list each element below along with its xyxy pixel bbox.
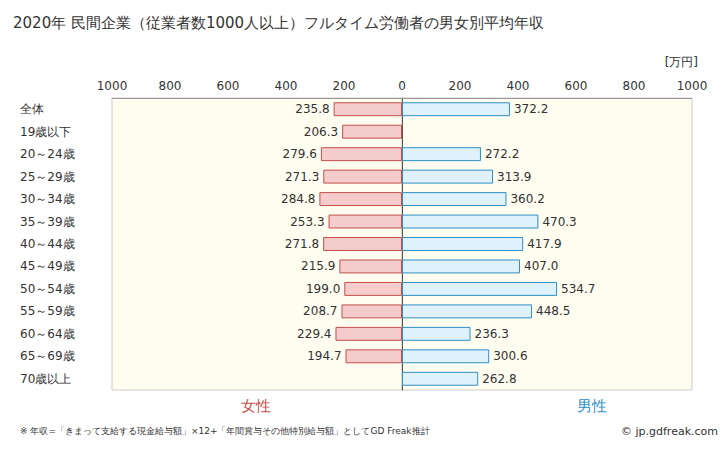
svg-text:360.2: 360.2: [510, 192, 544, 206]
svg-text:1000: 1000: [97, 79, 128, 93]
svg-text:448.5: 448.5: [536, 304, 570, 318]
svg-text:534.7: 534.7: [561, 282, 595, 296]
svg-text:30～34歳: 30～34歳: [20, 192, 75, 206]
svg-text:※ 年収=「きまって支給する現金給与額」×12+「年間賞与そ: ※ 年収=「きまって支給する現金給与額」×12+「年間賞与その他特別給与額」とし…: [20, 426, 430, 436]
svg-text:271.8: 271.8: [285, 237, 319, 251]
svg-text:65～69歳: 65～69歳: [20, 349, 75, 363]
svg-text:300.6: 300.6: [493, 349, 527, 363]
svg-text:600: 600: [217, 79, 240, 93]
svg-text:470.3: 470.3: [542, 215, 576, 229]
svg-text:800: 800: [159, 79, 182, 93]
svg-text:35～39歳: 35～39歳: [20, 215, 75, 229]
svg-text:229.4: 229.4: [297, 327, 331, 341]
svg-text:284.8: 284.8: [281, 192, 315, 206]
svg-text:236.3: 236.3: [475, 327, 509, 341]
svg-text:600: 600: [565, 79, 588, 93]
svg-text:372.2: 372.2: [514, 102, 548, 116]
svg-text:[万円]: [万円]: [665, 55, 698, 69]
svg-text:25～29歳: 25～29歳: [20, 170, 75, 184]
svg-text:20～24歳: 20～24歳: [20, 147, 75, 161]
svg-text:60～64歳: 60～64歳: [20, 327, 75, 341]
svg-text:262.8: 262.8: [482, 372, 516, 386]
svg-text:50～54歳: 50～54歳: [20, 282, 75, 296]
svg-text:417.9: 417.9: [527, 237, 561, 251]
svg-text:313.9: 313.9: [497, 170, 531, 184]
svg-text:19歳以下: 19歳以下: [20, 125, 71, 139]
svg-text:800: 800: [623, 79, 646, 93]
svg-text:272.2: 272.2: [485, 147, 519, 161]
svg-text:全体: 全体: [20, 102, 44, 116]
svg-text:206.3: 206.3: [304, 125, 338, 139]
svg-text:253.3: 253.3: [290, 215, 324, 229]
svg-text:45～49歳: 45～49歳: [20, 259, 75, 273]
svg-text:215.9: 215.9: [301, 259, 335, 273]
svg-text:男性: 男性: [577, 397, 607, 415]
svg-text:1000: 1000: [677, 79, 708, 93]
svg-text:271.3: 271.3: [285, 170, 319, 184]
svg-text:400: 400: [275, 79, 298, 93]
svg-text:© jp.gdfreak.com: © jp.gdfreak.com: [621, 425, 718, 438]
svg-text:0: 0: [398, 79, 406, 93]
svg-text:女性: 女性: [241, 397, 271, 415]
svg-text:200: 200: [333, 79, 356, 93]
svg-text:279.6: 279.6: [283, 147, 317, 161]
svg-text:2020年 民間企業（従業者数1000人以上）フルタイム労働: 2020年 民間企業（従業者数1000人以上）フルタイム労働者の男女別平均年収: [13, 14, 544, 32]
svg-text:400: 400: [507, 79, 530, 93]
svg-text:199.0: 199.0: [306, 282, 340, 296]
svg-text:407.0: 407.0: [524, 259, 558, 273]
svg-text:55～59歳: 55～59歳: [20, 304, 75, 318]
svg-text:235.8: 235.8: [295, 102, 329, 116]
svg-text:208.7: 208.7: [303, 304, 337, 318]
svg-text:200: 200: [449, 79, 472, 93]
svg-text:194.7: 194.7: [307, 349, 341, 363]
svg-text:40～44歳: 40～44歳: [20, 237, 75, 251]
svg-text:70歳以上: 70歳以上: [20, 372, 71, 386]
